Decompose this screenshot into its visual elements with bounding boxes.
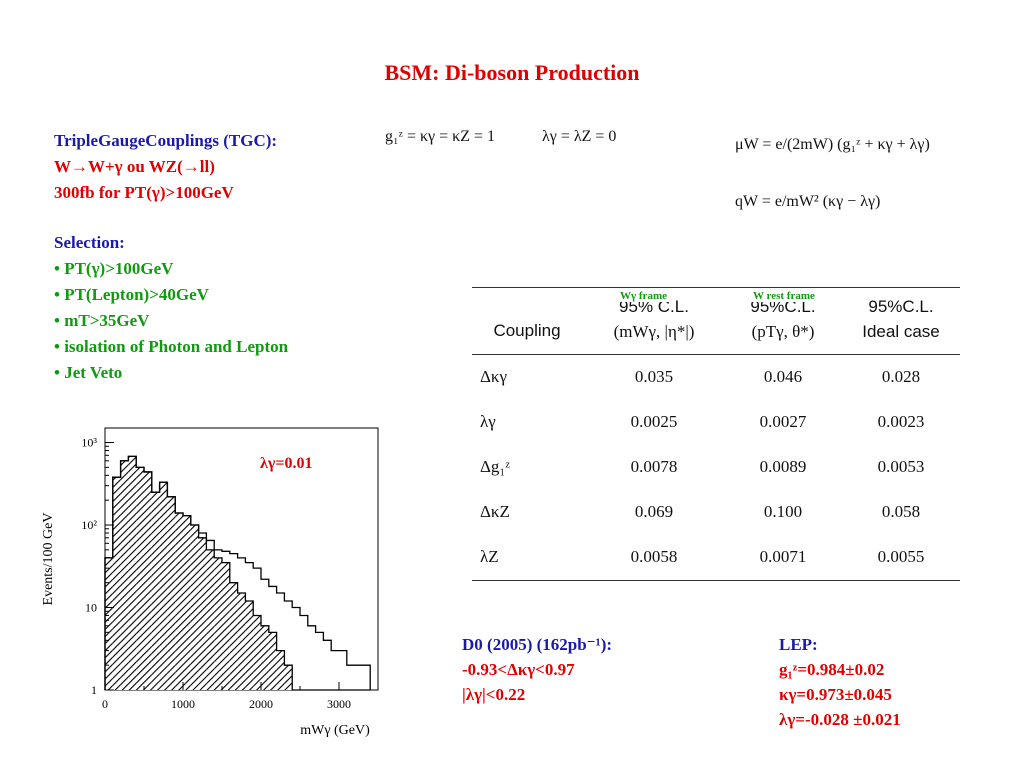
row-value: 0.058 xyxy=(881,502,921,521)
selection-block: Selection: • PT(γ)>100GeV • PT(Lepton)>4… xyxy=(54,230,288,386)
header-coupling: Coupling xyxy=(493,321,561,340)
y-tick-label: 1 xyxy=(91,683,97,697)
row-value: 0.0053 xyxy=(877,457,925,476)
tag-wgamma-frame: Wγ frame xyxy=(618,290,669,302)
table-row: λγ 0.0025 0.0027 0.0023 xyxy=(472,400,960,445)
hatched-bin xyxy=(276,650,285,690)
hatched-bin xyxy=(229,582,238,690)
row-value: 0.069 xyxy=(634,502,674,521)
selection-item: • isolation of Photon and Lepton xyxy=(54,337,289,356)
hatched-bin xyxy=(245,600,254,690)
hatched-bin xyxy=(206,549,215,690)
header-col3-bottom: Ideal case xyxy=(862,322,940,341)
row-value: 0.028 xyxy=(881,367,921,386)
lambda-annotation: λγ=0.01 xyxy=(260,455,312,472)
mu-w-formula: μW = e/(2mW) (g₁ᶻ + κγ + λγ) xyxy=(735,136,930,153)
hatched-bin xyxy=(112,477,121,690)
row-coupling: Δg₁ᶻ xyxy=(480,457,511,476)
d0-lambda-limit: |λγ|<0.22 xyxy=(462,685,526,704)
tgc-heading: TripleGaugeCouplings (TGC): xyxy=(54,131,278,150)
lep-kappa: κγ=0.973±0.045 xyxy=(779,685,892,704)
row-value: 0.100 xyxy=(763,502,803,521)
row-value: 0.0071 xyxy=(759,547,807,566)
hatched-bin xyxy=(268,632,277,690)
x-tick-label: 0 xyxy=(102,697,108,711)
y-tick-label: 10 xyxy=(85,601,97,615)
row-coupling: λZ xyxy=(480,547,499,566)
x-tick-label: 1000 xyxy=(171,697,195,711)
hatched-bin xyxy=(222,562,230,690)
hatched-bin xyxy=(151,492,160,690)
row-value: 0.0089 xyxy=(759,457,807,476)
q-w-formula: qW = e/mW² (κγ − λγ) xyxy=(735,193,881,210)
table-header: Coupling 95% C.L. (mWγ, |η*|) 95%C.L. (p… xyxy=(472,287,960,355)
d0-results: D0 (2005) (162pb⁻¹): -0.93<Δκγ<0.97 |λγ|… xyxy=(462,632,612,707)
y-axis-label: Events/100 GeV xyxy=(41,513,56,606)
tgc-block: TripleGaugeCouplings (TGC): W→W+γ ou WZ(… xyxy=(54,128,277,206)
x-axis-label: mWγ (GeV) xyxy=(300,723,370,738)
hatched-bin xyxy=(136,467,144,690)
tgc-luminosity: 300fb for PT(γ)>100GeV xyxy=(54,183,234,202)
page-title: BSM: Di-boson Production xyxy=(384,60,640,85)
d0-heading: D0 (2005) (162pb⁻¹): xyxy=(462,635,613,654)
tgc-process: W→W+γ ou WZ(→ll) xyxy=(54,157,215,176)
hatched-bin xyxy=(190,525,199,690)
header-col2-bottom: (pTγ, θ*) xyxy=(751,322,815,341)
hatched-bin xyxy=(253,615,261,690)
hatched-bin xyxy=(261,625,269,690)
d0-kappa-limit: -0.93<Δκγ<0.97 xyxy=(462,660,575,679)
sm-formula-1: g₁ᶻ = κγ = κZ = 1 xyxy=(385,128,495,145)
table-row: ΔκZ 0.069 0.100 0.058 xyxy=(472,490,960,535)
row-value: 0.035 xyxy=(634,367,674,386)
hatched-bin xyxy=(167,496,176,690)
selection-item: • Jet Veto xyxy=(54,363,123,382)
hatched-histogram-line xyxy=(104,455,371,691)
row-value: 0.0078 xyxy=(630,457,678,476)
mass-histogram: 0 1000 2000 3000 1 10 10² 10³ Events/100 GeV mW… xyxy=(41,427,379,738)
hatched-bin xyxy=(198,537,207,690)
x-tick-label: 3000 xyxy=(327,697,351,711)
hatched-bin xyxy=(237,592,246,690)
hatched-bin xyxy=(183,515,191,690)
coupling-table: Coupling 95% C.L. (mWγ, |η*|) 95%C.L. (p… xyxy=(472,287,960,581)
selection-item: • PT(Lepton)>40GeV xyxy=(54,285,209,304)
header-col3-top: 95%C.L. xyxy=(868,297,934,316)
row-value: 0.0027 xyxy=(759,412,807,431)
hatched-bin xyxy=(144,471,152,690)
lep-heading: LEP: xyxy=(779,635,818,654)
y-tick-label: 10³ xyxy=(81,436,97,450)
table-row: Δκγ 0.035 0.046 0.028 xyxy=(472,355,960,400)
lep-results: LEP: g₁ᶻ=0.984±0.02 κγ=0.973±0.045 λγ=-0… xyxy=(779,632,901,732)
selection-heading: Selection: xyxy=(54,233,125,252)
hatched-bin xyxy=(159,482,168,690)
row-value: 0.0055 xyxy=(877,547,925,566)
row-coupling: ΔκZ xyxy=(480,502,510,521)
selection-item: • PT(γ)>100GeV xyxy=(54,259,174,278)
hatched-bin xyxy=(214,557,222,690)
row-value: 0.0058 xyxy=(630,547,678,566)
y-tick-label: 10² xyxy=(81,518,97,532)
x-tick-label: 2000 xyxy=(249,697,273,711)
hatched-bin xyxy=(128,456,137,690)
lep-g1z: g₁ᶻ=0.984±0.02 xyxy=(779,660,885,679)
row-value: 0.0023 xyxy=(877,412,925,431)
hatched-bin xyxy=(175,512,183,690)
sm-formula-2: λγ = λZ = 0 xyxy=(542,128,617,145)
row-value: 0.046 xyxy=(763,367,803,386)
hatched-bin xyxy=(284,665,293,690)
tag-w-rest-frame: W rest frame xyxy=(751,290,817,302)
table-row: Δg₁ᶻ 0.0078 0.0089 0.0053 xyxy=(472,445,960,490)
hatched-bin xyxy=(105,557,113,690)
hatched-bin xyxy=(120,460,129,690)
row-value: 0.0025 xyxy=(630,412,678,431)
table-row: λZ 0.0058 0.0071 0.0055 xyxy=(472,535,960,581)
row-coupling: λγ xyxy=(480,412,496,431)
row-coupling: Δκγ xyxy=(480,367,508,386)
lep-lambda: λγ=-0.028 ±0.021 xyxy=(779,710,901,729)
selection-item: • mT>35GeV xyxy=(54,311,150,330)
header-col1-bottom: (mWγ, |η*|) xyxy=(613,322,695,341)
